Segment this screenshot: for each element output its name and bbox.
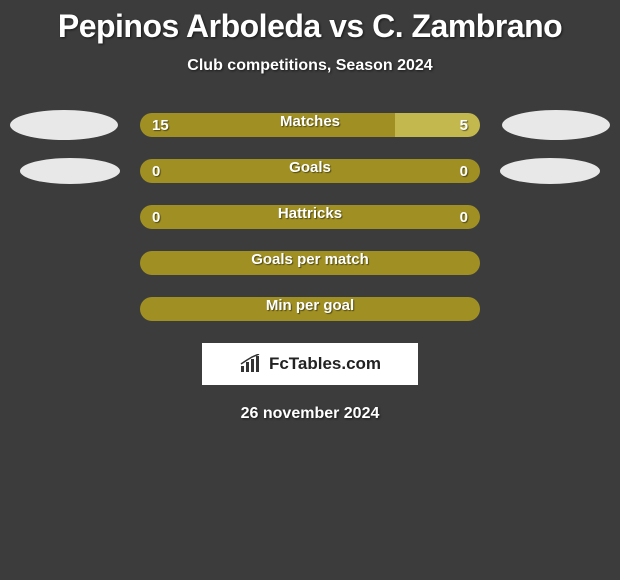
stat-row: 00Hattricks [0, 205, 620, 229]
stat-row: Goals per match [0, 251, 620, 275]
stat-value-right: 0 [460, 209, 480, 226]
bar-segment-right: 5 [395, 113, 480, 137]
stat-bar: Goals per match [140, 251, 480, 275]
player-oval-right [500, 158, 600, 184]
stats-infographic: Pepinos Arboleda vs C. Zambrano Club com… [0, 0, 620, 423]
stat-row: 00Goals [0, 159, 620, 183]
stat-value-left: 15 [140, 117, 169, 134]
subtitle: Club competitions, Season 2024 [0, 57, 620, 75]
stat-bar: 00Goals [140, 159, 480, 183]
bar-segment-left: 15 [140, 113, 395, 137]
brand-text: FcTables.com [269, 354, 381, 374]
stat-value-left: 0 [140, 163, 160, 180]
bar-segment: 00 [140, 159, 480, 183]
stat-bar: 155Matches [140, 113, 480, 137]
stat-row: Min per goal [0, 297, 620, 321]
bar-segment: 00 [140, 205, 480, 229]
stat-value-right: 0 [460, 163, 480, 180]
stat-rows: 155Matches00Goals00HattricksGoals per ma… [0, 113, 620, 321]
player-oval-right [502, 110, 610, 140]
bar-segment [140, 297, 480, 321]
player-oval-left [20, 158, 120, 184]
bar-segment [140, 251, 480, 275]
chart-icon [239, 354, 265, 374]
stat-value-right: 5 [460, 117, 480, 134]
stat-bar: 00Hattricks [140, 205, 480, 229]
page-title: Pepinos Arboleda vs C. Zambrano [0, 8, 620, 45]
brand-badge: FcTables.com [202, 343, 418, 385]
date-line: 26 november 2024 [0, 405, 620, 423]
stat-bar: Min per goal [140, 297, 480, 321]
stat-value-left: 0 [140, 209, 160, 226]
player-oval-left [10, 110, 118, 140]
stat-row: 155Matches [0, 113, 620, 137]
